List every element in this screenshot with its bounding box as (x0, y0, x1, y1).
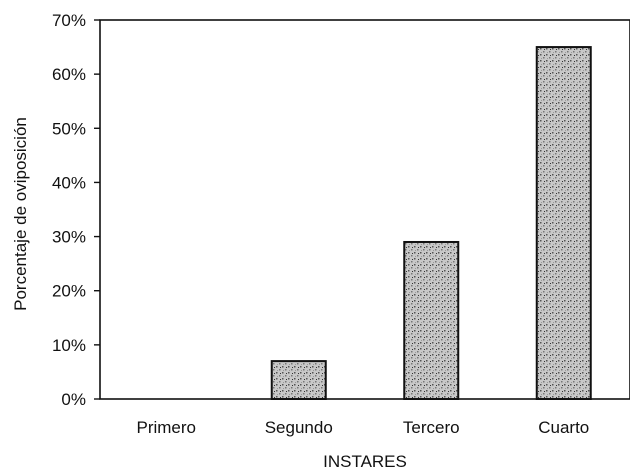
plot-frame (99, 19, 630, 400)
x-axis-labels: Primero Segundo Tercero Cuarto (136, 418, 589, 437)
y-tick-label: 70% (52, 11, 86, 30)
x-tick-label-tercero: Tercero (403, 418, 460, 437)
y-tick-label: 10% (52, 336, 86, 355)
x-axis-title: INSTARES (323, 452, 407, 471)
y-tick-label: 50% (52, 119, 86, 138)
y-tick-label: 20% (52, 282, 86, 301)
y-tick-label: 0% (61, 390, 86, 409)
y-axis-ticks: 0% 10% 20% 30% 40% 50% 60% 70% (52, 11, 100, 409)
x-tick-label-primero: Primero (136, 418, 196, 437)
y-axis-title: Porcentaje de oviposición (11, 117, 30, 311)
bar-segundo (270, 360, 327, 401)
y-tick-label: 30% (52, 228, 86, 247)
y-tick-label: 60% (52, 65, 86, 84)
y-tick-label: 40% (52, 173, 86, 192)
x-tick-label-segundo: Segundo (265, 418, 333, 437)
bar-tercero (403, 240, 460, 400)
bars (270, 46, 592, 401)
bar-cuarto (535, 46, 592, 400)
x-tick-label-cuarto: Cuarto (538, 418, 589, 437)
